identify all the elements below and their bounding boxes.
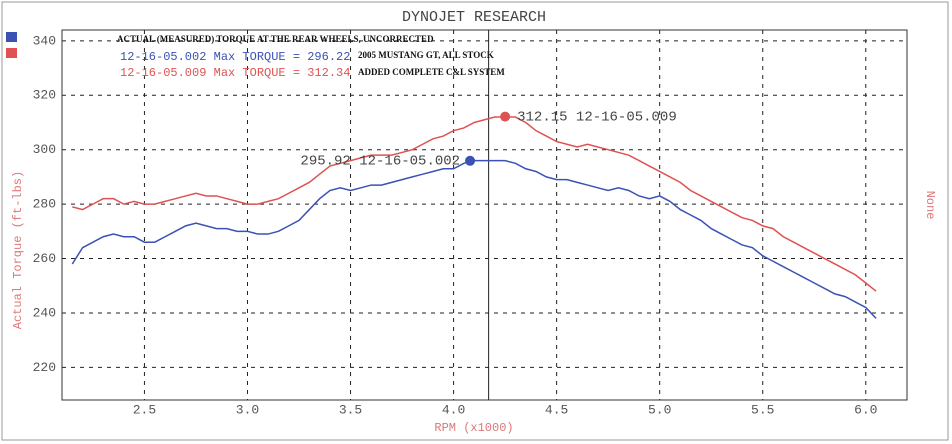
y-tick-label: 280 [33,197,56,212]
legend-swatch [6,48,17,58]
chart-title: DYNOJET RESEARCH [402,9,546,26]
x-axis-label: RPM (x1000) [434,421,513,435]
y-tick-label: 320 [33,88,56,103]
x-tick-label: 6.0 [854,402,877,417]
y-tick-label: 260 [33,251,56,266]
x-tick-label: 3.5 [339,402,362,417]
legend-label: 12-16-05.002 Max TORQUE = 296.22 [120,50,350,64]
y-axis-label: Actual Torque (ft-lbs) [11,171,25,329]
x-tick-label: 2.5 [133,402,156,417]
y-tick-label: 240 [33,305,56,320]
annotation: 2005 MUSTANG GT, ALL STOCK [358,50,494,60]
point-label: 295.92 12-16-05.002 [300,154,460,170]
legend-swatch [6,32,17,42]
x-tick-label: 4.0 [442,402,465,417]
y-tick-label: 220 [33,360,56,375]
series-line [72,116,877,292]
annotation: ADDED COMPLETE C&L SYSTEM [358,67,505,77]
legend-label: 12-16-05.009 Max TORQUE = 312.34 [120,66,350,80]
point-marker [500,111,511,122]
x-tick-label: 3.0 [236,402,259,417]
x-tick-label: 5.0 [648,402,671,417]
point-marker [465,155,476,166]
x-tick-label: 4.5 [545,402,568,417]
y2-axis-label: None [923,191,937,220]
y-tick-label: 340 [33,33,56,48]
annotation: ACTUAL (MEASURED) TORQUE AT THE REAR WHE… [117,34,434,44]
plot-area [61,29,908,401]
y-tick-label: 300 [33,142,56,157]
point-label: 312.15 12-16-05.009 [517,109,677,125]
x-tick-label: 5.5 [751,402,774,417]
